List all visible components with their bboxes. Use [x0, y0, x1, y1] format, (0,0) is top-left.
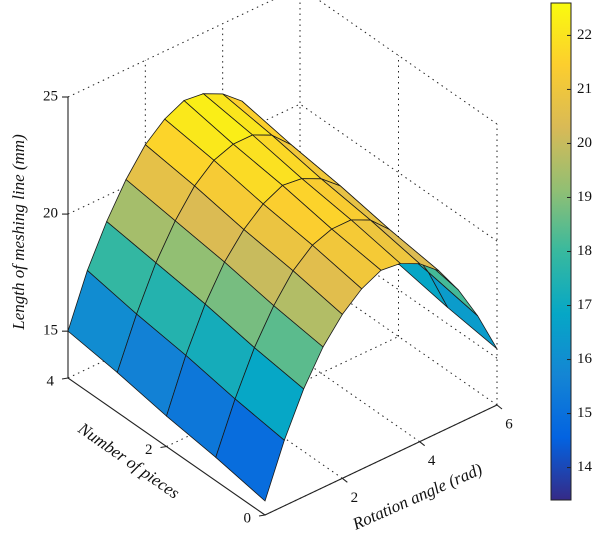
tick-mark: [258, 514, 266, 517]
z-tick-label: 15: [43, 323, 58, 339]
surface-cell: [215, 398, 285, 502]
z-tick-label: 20: [43, 206, 58, 222]
axis-line: [264, 404, 498, 516]
grid-line: [299, 267, 498, 406]
x-tick-label: 6: [505, 416, 513, 432]
z-axis-label: Length of meshing line (mm): [9, 134, 28, 331]
grid-line: [299, 103, 498, 242]
colorbar-tick-label: 17: [577, 297, 593, 313]
tick-mark: [61, 377, 69, 380]
colorbar-tick-label: 16: [577, 351, 593, 367]
grid-line: [299, 220, 498, 359]
surface-cell: [428, 271, 498, 350]
colorbar-tick-label: 14: [577, 459, 593, 475]
tick-mark: [341, 477, 348, 483]
y-tick-label: 2: [145, 442, 153, 458]
tick-mark: [496, 404, 503, 410]
colorbar-tick-label: 22: [577, 27, 592, 43]
x-tick-label: 4: [428, 453, 436, 469]
y-tick-label: 0: [244, 510, 252, 526]
colorbar-tick-label: 18: [577, 243, 592, 259]
grid-line: [317, 0, 498, 125]
colorbar-tick-label: 19: [577, 189, 592, 205]
x-axis-label: Rotation angle (rad): [349, 459, 486, 534]
colorbar-tick-label: 20: [577, 135, 592, 151]
grid-line: [67, 0, 274, 98]
tick-mark: [419, 441, 426, 447]
x-tick-label: 2: [351, 490, 359, 506]
colorbar-tick-label: 15: [577, 405, 592, 421]
grid-line: [145, 340, 343, 479]
y-axis-label: Number of pieces: [74, 418, 183, 503]
grid-line: [222, 304, 420, 443]
tick-mark: [160, 445, 167, 449]
z-tick-label: 25: [43, 88, 58, 104]
y-tick-label: 4: [47, 373, 55, 389]
colorbar-tick-label: 21: [577, 81, 592, 97]
